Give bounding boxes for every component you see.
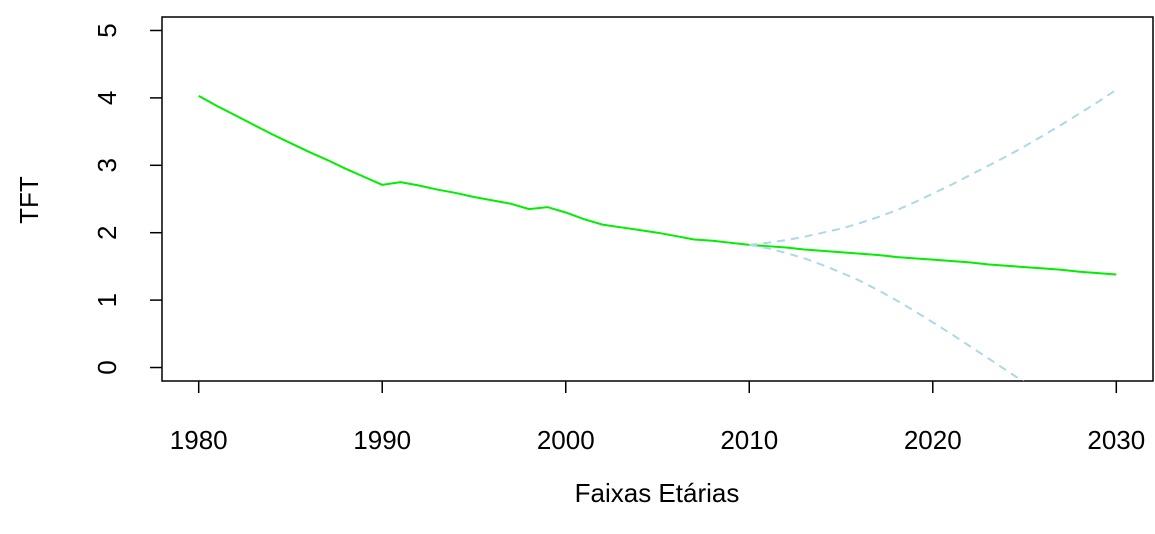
x-tick-label: 1990 (353, 425, 411, 455)
data-line (198, 94, 1117, 276)
y-tick-label: 2 (92, 225, 122, 239)
x-tick-label: 2030 (1087, 425, 1145, 455)
x-tick-label: 1980 (170, 425, 228, 455)
data-line (749, 243, 1025, 381)
data-line (749, 88, 1117, 246)
y-axis-label: TFT (14, 176, 44, 224)
x-tick-label: 2000 (537, 425, 595, 455)
x-tick-label: 2020 (904, 425, 962, 455)
x-axis-label: Faixas Etárias (575, 478, 740, 508)
y-tick-label: 5 (92, 23, 122, 37)
y-tick-label: 1 (92, 293, 122, 307)
plot-frame (161, 16, 1154, 382)
y-tick-label: 0 (92, 360, 122, 374)
plot-area (198, 88, 1117, 381)
x-tick-label: 2010 (720, 425, 778, 455)
y-tick-label: 4 (92, 91, 122, 105)
y-tick-label: 3 (92, 158, 122, 172)
